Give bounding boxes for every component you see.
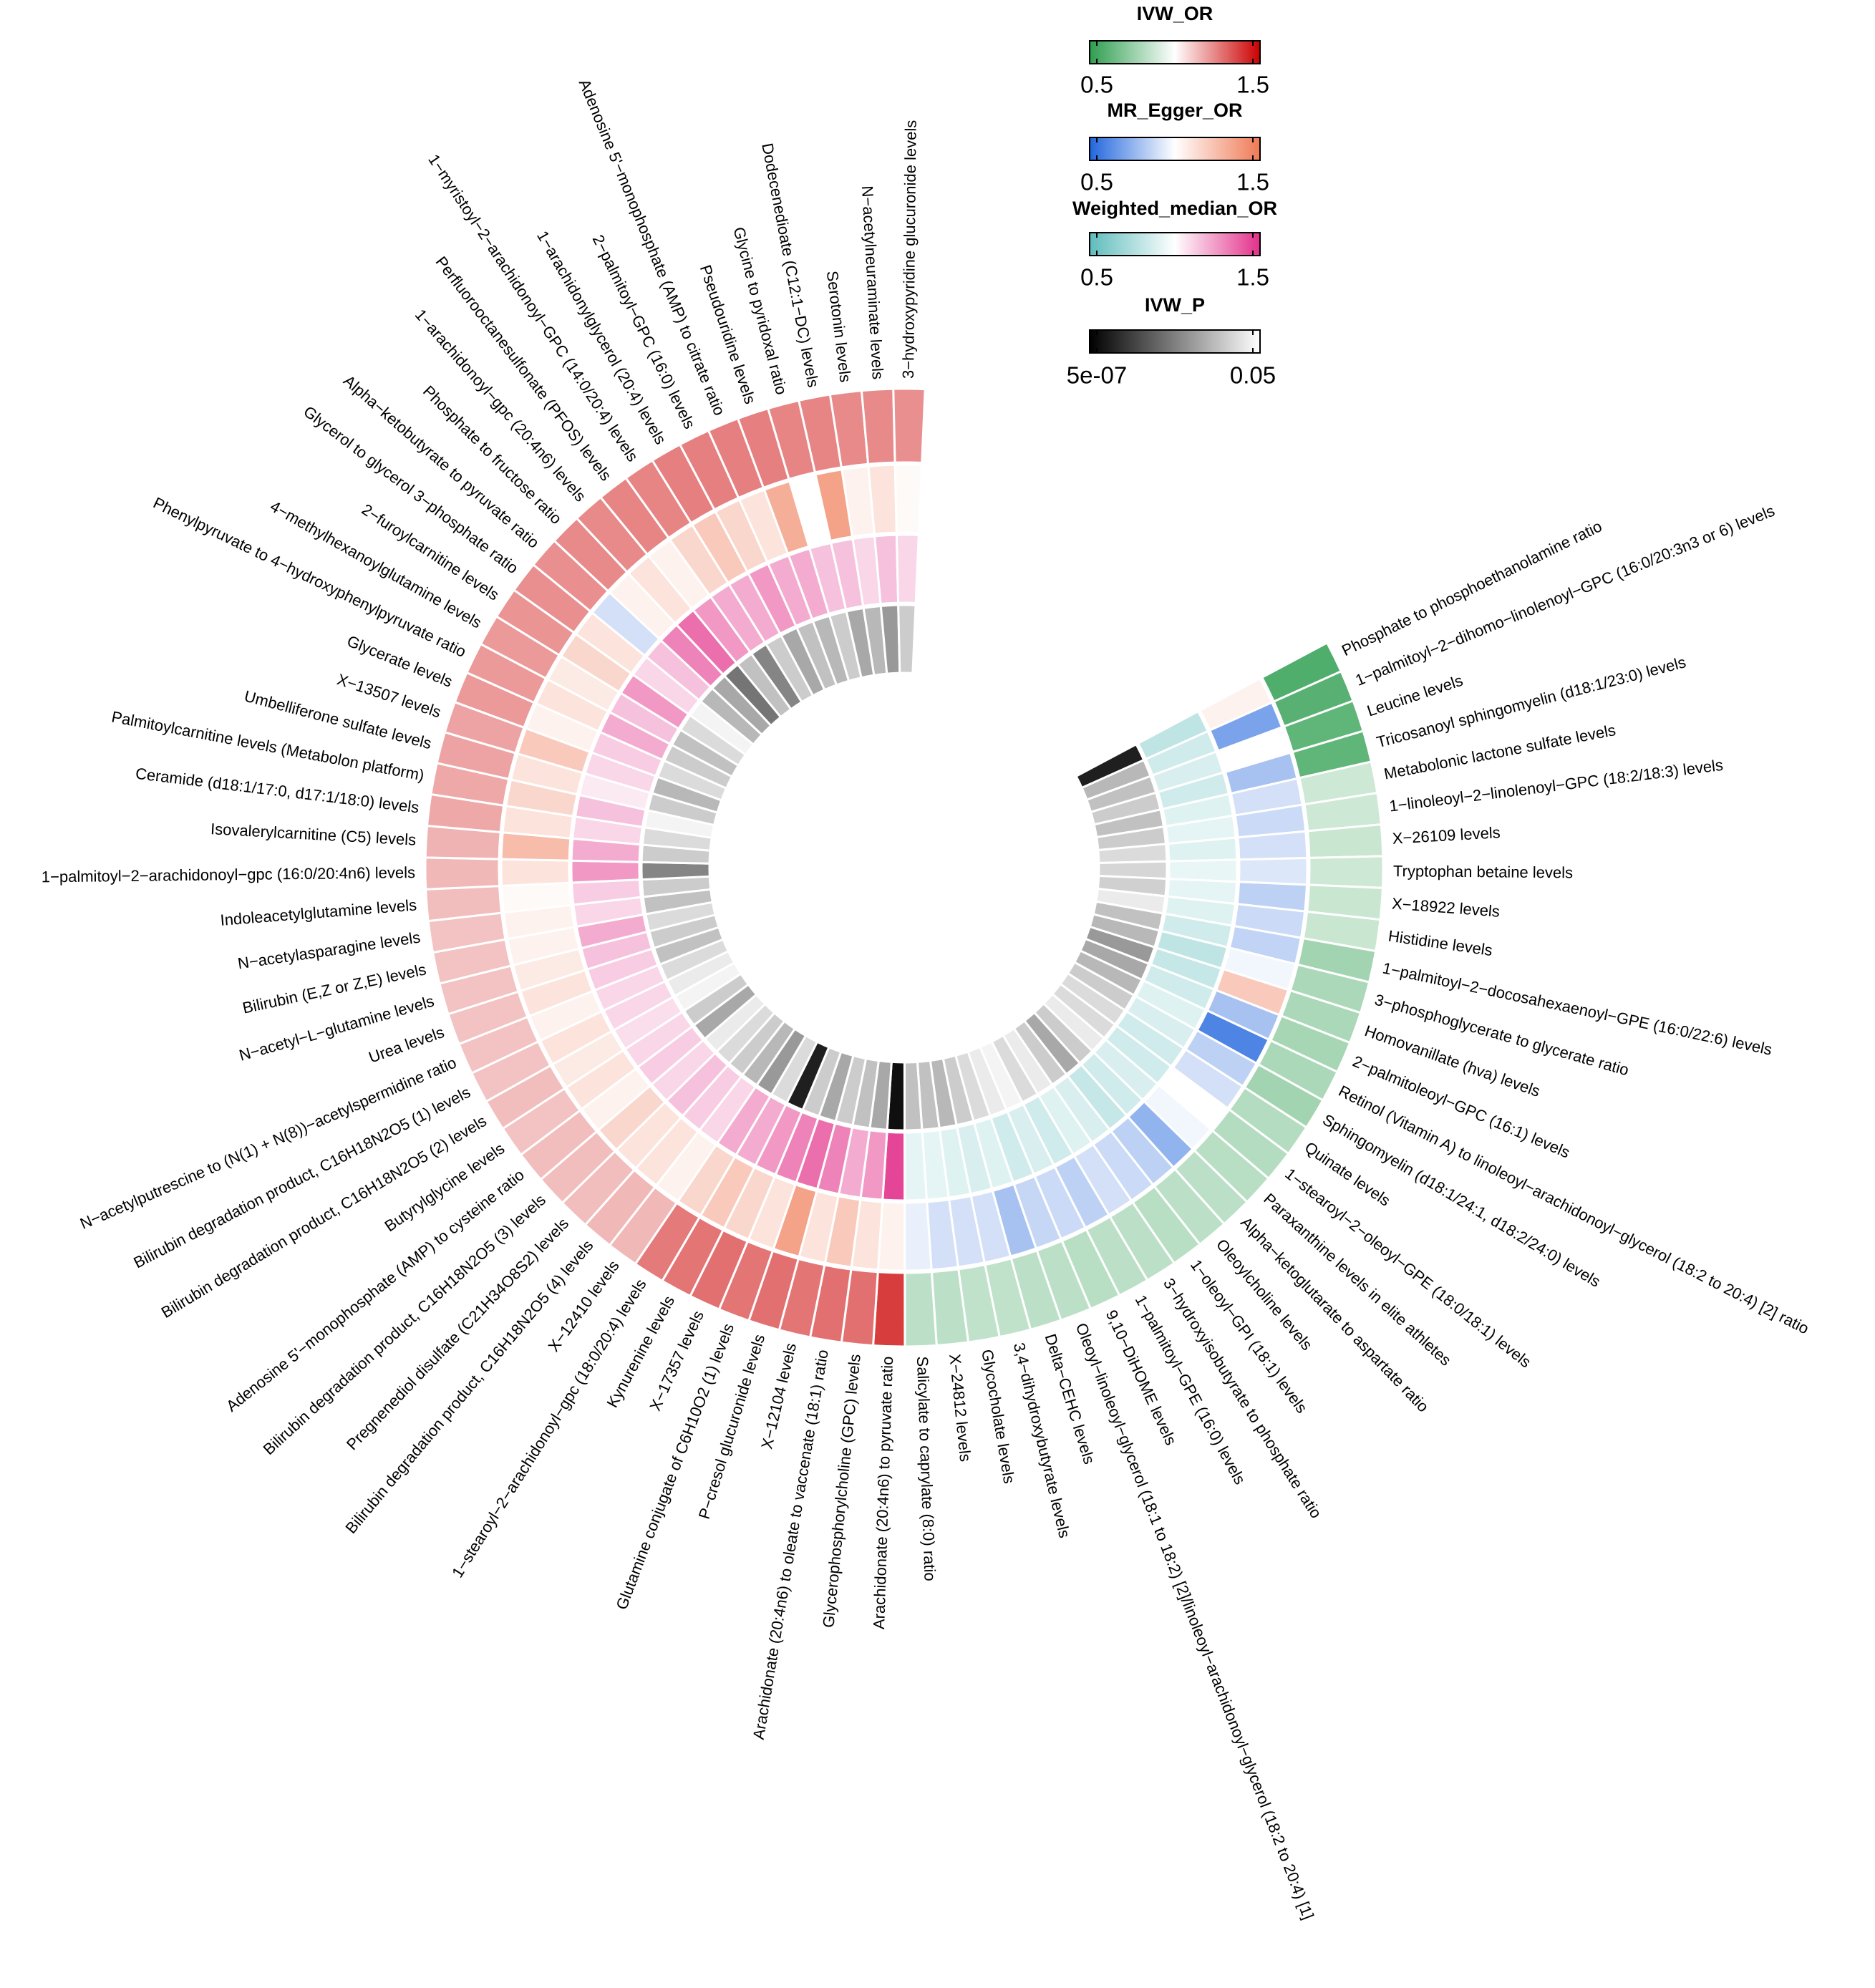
category-label: Retinol (Vitamin A) to linoleoyl−arachid… <box>1336 1082 1812 1337</box>
colorbar-tick-label: 0.5 <box>1080 264 1113 291</box>
category-label: 1−stearoyl−2−oleoyl−GPE (18:0/18:1) leve… <box>1282 1165 1534 1372</box>
heatmap-cell <box>860 387 896 465</box>
heatmap-cell <box>424 856 501 891</box>
category-label: Arachidonate (20:4n6) to pyruvate ratio <box>870 1356 896 1629</box>
colorbar <box>1089 329 1261 354</box>
category-label: X−26109 levels <box>1392 823 1501 848</box>
colorbar <box>1089 137 1261 161</box>
category-label: Urea levels <box>367 1023 447 1067</box>
colorbar-tick-label: 1.5 <box>1236 264 1269 291</box>
heatmap-cell <box>867 463 898 535</box>
colorbar-tick-label: 1.5 <box>1236 72 1269 98</box>
heatmap-cell <box>1307 823 1385 859</box>
colorbar-tick-label: 0.5 <box>1080 169 1113 195</box>
heatmap-cell <box>893 463 924 535</box>
category-label: Arachidonate (20:4n6) to oleate to vacce… <box>750 1348 832 1740</box>
category-label: Glycerophosphorylcholine (GPC) levels <box>819 1353 864 1629</box>
category-label: Salicylate to caprylate (8:0) ratio <box>914 1356 939 1581</box>
category-label: X−24812 levels <box>946 1353 974 1463</box>
category-label: 3−hydroxypyridine glucuronide levels <box>899 120 920 379</box>
colorbar-tick-label: 0.5 <box>1080 72 1113 98</box>
heatmap-cell <box>903 1271 938 1348</box>
category-label: Histidine levels <box>1387 927 1494 960</box>
category-label: Tryptophan betaine levels <box>1393 862 1573 881</box>
colorbar <box>1089 40 1261 64</box>
category-label: Pregnenediol disulfate (C21H34O8S2) leve… <box>343 1214 572 1453</box>
heatmap-cell <box>1238 856 1309 886</box>
category-label: Isovalerylcarnitine (C5) levels <box>210 820 417 849</box>
category-label: N−acetylasparagine levels <box>236 928 421 973</box>
heatmap-cell <box>500 858 571 888</box>
colorbar-tick-label: 5e-07 <box>1067 362 1127 389</box>
category-label: 1−palmitoyl−2−dihomo−linolenoyl−GPC (16:… <box>1353 502 1778 689</box>
category-label: Glycocholate levels <box>978 1348 1018 1485</box>
category-label: Indoleacetylglutamine levels <box>220 896 417 928</box>
heatmap-cell <box>1307 855 1385 889</box>
heatmap-cell <box>570 859 641 884</box>
legend-title: Weighted_median_OR <box>1072 198 1277 219</box>
colorbar-tick-label: 0.05 <box>1230 362 1276 389</box>
colorbar <box>1089 232 1261 256</box>
heatmap-cell <box>892 387 926 465</box>
category-label: N−acetylneuraminate levels <box>858 185 887 380</box>
heatmap-cell <box>1236 830 1309 861</box>
category-label: Serotonin levels <box>823 270 855 383</box>
category-label: X−12104 levels <box>757 1342 800 1451</box>
legend-title: MR_Egger_OR <box>1107 100 1242 121</box>
heatmap-cell <box>640 860 711 881</box>
legend-title: IVW_P <box>1145 294 1205 316</box>
heatmap-cell <box>895 533 920 604</box>
legend-title: IVW_OR <box>1137 3 1213 24</box>
colorbar-tick-label: 1.5 <box>1236 169 1269 195</box>
category-label: X−18922 levels <box>1391 894 1501 920</box>
category-label: 1−palmitoyl−2−arachidonoyl−gpc (16:0/20:… <box>42 863 415 886</box>
heatmap-cell <box>903 1201 933 1272</box>
heatmap-cell <box>897 603 917 674</box>
heatmap-cell <box>903 1130 929 1202</box>
